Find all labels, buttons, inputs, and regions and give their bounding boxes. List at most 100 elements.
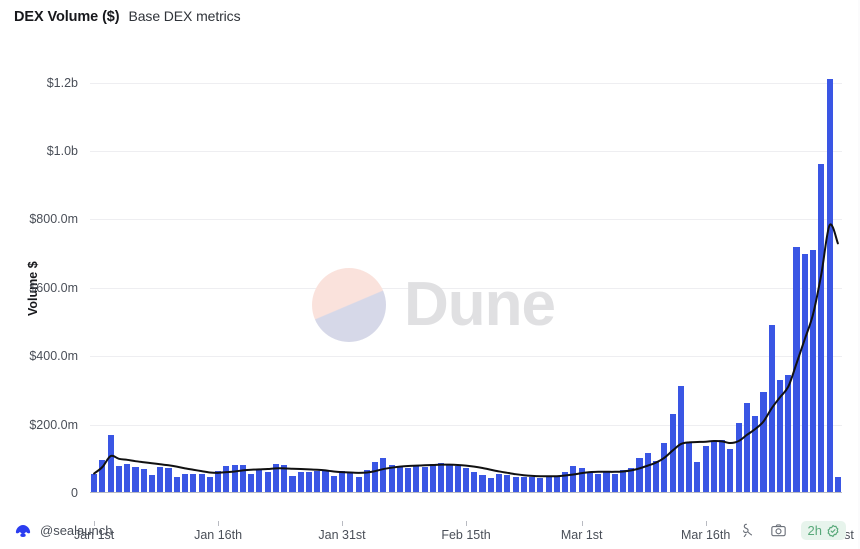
bar[interactable] <box>181 473 189 493</box>
y-axis-tick: $400.0m <box>29 349 78 364</box>
bar[interactable] <box>826 79 833 493</box>
bar[interactable] <box>504 474 511 493</box>
bar[interactable] <box>446 464 453 493</box>
bar[interactable] <box>330 475 337 493</box>
bar[interactable] <box>785 375 792 493</box>
bar[interactable] <box>462 467 470 493</box>
bar[interactable] <box>512 476 519 493</box>
bar[interactable] <box>562 472 569 493</box>
bar[interactable] <box>281 465 288 493</box>
bar[interactable] <box>520 476 527 493</box>
bar[interactable] <box>380 458 387 493</box>
bar[interactable] <box>760 392 767 493</box>
bar[interactable] <box>140 468 147 493</box>
bar[interactable] <box>586 472 593 493</box>
camera-icon[interactable] <box>770 522 787 539</box>
bar[interactable] <box>347 472 354 493</box>
bar[interactable] <box>752 416 759 493</box>
bar[interactable] <box>289 475 296 493</box>
bar[interactable] <box>694 461 701 493</box>
bar[interactable] <box>165 468 172 493</box>
bar[interactable] <box>223 465 230 493</box>
bar[interactable] <box>372 461 379 493</box>
bar[interactable] <box>727 448 734 493</box>
bar[interactable] <box>297 472 304 493</box>
bar[interactable] <box>206 476 213 493</box>
x-axis-tick: Feb 15th <box>441 528 491 542</box>
bar[interactable] <box>355 476 362 493</box>
bar[interactable] <box>669 414 676 493</box>
bar[interactable] <box>710 441 717 493</box>
bar[interactable] <box>653 461 660 493</box>
bar[interactable] <box>124 464 131 493</box>
gridline <box>90 287 842 289</box>
bar[interactable] <box>363 470 370 493</box>
bar[interactable] <box>818 163 825 493</box>
bar[interactable] <box>231 465 238 493</box>
bar[interactable] <box>487 477 494 493</box>
bar[interactable] <box>338 471 346 493</box>
bar[interactable] <box>619 470 627 493</box>
bar[interactable] <box>190 473 197 493</box>
bar[interactable] <box>719 439 726 493</box>
bar[interactable] <box>272 463 279 493</box>
bar[interactable] <box>735 422 742 493</box>
bar[interactable] <box>396 466 403 493</box>
bar[interactable] <box>834 476 841 493</box>
bar[interactable] <box>239 465 246 493</box>
bar[interactable] <box>545 475 552 493</box>
bar[interactable] <box>421 467 428 493</box>
freshness-badge[interactable]: 2h <box>800 521 846 540</box>
bar[interactable] <box>99 460 106 493</box>
bar[interactable] <box>495 473 503 493</box>
bar[interactable] <box>603 471 610 493</box>
bar[interactable] <box>537 478 544 493</box>
bar[interactable] <box>248 473 255 493</box>
bar[interactable] <box>314 471 321 493</box>
bar[interactable] <box>305 472 313 493</box>
bar[interactable] <box>132 467 139 493</box>
bar[interactable] <box>215 471 222 493</box>
bar[interactable] <box>677 385 684 493</box>
bar[interactable] <box>743 402 751 493</box>
bar[interactable] <box>628 468 635 493</box>
bar[interactable] <box>793 247 800 493</box>
bar[interactable] <box>388 464 395 493</box>
bar[interactable] <box>173 476 180 493</box>
bar[interactable] <box>578 468 585 493</box>
bar[interactable] <box>686 442 693 493</box>
bar[interactable] <box>115 466 122 493</box>
cursor-icon[interactable] <box>739 522 756 539</box>
bar[interactable] <box>413 465 420 493</box>
bar[interactable] <box>256 470 263 493</box>
bar[interactable] <box>529 476 536 493</box>
bar[interactable] <box>661 442 668 493</box>
chart-header: DEX Volume ($) Base DEX metrics <box>14 8 241 25</box>
bar[interactable] <box>148 474 156 493</box>
bar[interactable] <box>570 466 577 493</box>
bar[interactable] <box>479 474 486 493</box>
bar[interactable] <box>611 473 618 493</box>
bar[interactable] <box>776 380 784 493</box>
bar[interactable] <box>429 463 436 493</box>
bar[interactable] <box>264 472 271 493</box>
bar[interactable] <box>553 476 560 493</box>
bar[interactable] <box>107 434 114 493</box>
bar[interactable] <box>438 462 445 493</box>
bar[interactable] <box>810 249 817 493</box>
y-axis-tick: $600.0m <box>29 280 78 295</box>
bar[interactable] <box>157 467 164 493</box>
bar[interactable] <box>636 457 643 493</box>
bar[interactable] <box>198 473 205 493</box>
bar[interactable] <box>454 466 461 493</box>
bar[interactable] <box>322 471 329 493</box>
bar[interactable] <box>471 472 478 493</box>
bar[interactable] <box>644 452 651 493</box>
bar[interactable] <box>595 473 602 493</box>
author-block[interactable]: @sealaunch <box>14 522 112 540</box>
gridline <box>90 356 842 358</box>
bar[interactable] <box>801 253 808 493</box>
bar[interactable] <box>405 467 412 493</box>
bar[interactable] <box>91 473 98 493</box>
bar[interactable] <box>702 445 709 493</box>
